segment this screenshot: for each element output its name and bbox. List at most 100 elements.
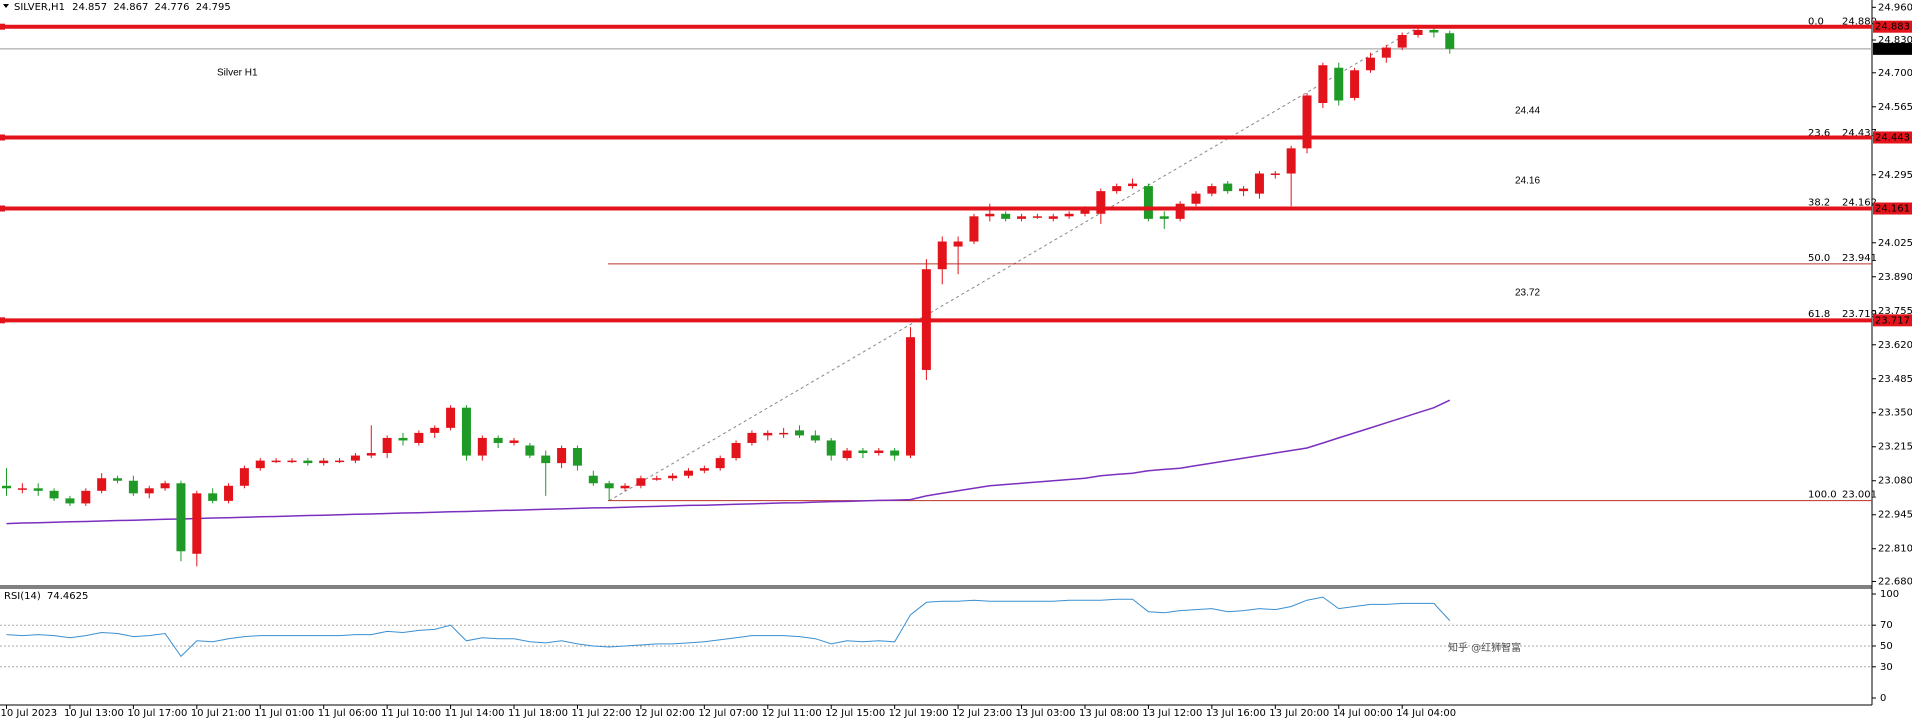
header-high: 24.867 [113, 2, 148, 13]
candle-body [319, 460, 329, 464]
header-low: 24.776 [155, 2, 190, 13]
x-tick-label: 12 Jul 11:00 [762, 708, 822, 719]
candle-body [461, 407, 471, 456]
candle-body [271, 460, 281, 463]
candle-body [1334, 67, 1344, 101]
candle-body [493, 437, 503, 443]
fib-price-label: 24.437 [1842, 128, 1877, 139]
y-tick-label: 23.890 [1878, 272, 1912, 283]
candle-body [715, 458, 725, 469]
candle-body [335, 460, 345, 463]
candle-body [255, 460, 265, 469]
x-tick-label: 13 Jul 16:00 [1206, 708, 1266, 719]
candle-body [1017, 216, 1027, 219]
fib-price-label: 23.719 [1842, 309, 1877, 320]
y-tick-label: 24.700 [1878, 68, 1912, 79]
candle-body [763, 432, 773, 436]
header-close: 24.795 [196, 2, 231, 13]
candle-body [144, 488, 154, 494]
candle-body [1223, 183, 1233, 192]
annotation: 24.16 [1515, 176, 1540, 187]
fib-ratio-label: 38.2 [1808, 197, 1830, 208]
candle-body [287, 460, 297, 463]
watermark: 知乎 @红狮智富 [1448, 641, 1521, 654]
candle-body [1350, 70, 1360, 98]
candle-body [937, 241, 947, 270]
rsi-y-tick-label: 70 [1880, 620, 1893, 631]
candle-body [969, 216, 979, 242]
fib-price-label: 24.880 [1842, 16, 1877, 27]
candle-body [224, 485, 234, 501]
x-tick-label: 11 Jul 10:00 [381, 708, 441, 719]
rsi-y-tick-label: 0 [1880, 693, 1886, 704]
candle-body [1286, 148, 1296, 174]
x-tick-label: 13 Jul 03:00 [1016, 708, 1076, 719]
candle-body [636, 478, 646, 486]
candle-body [509, 440, 519, 443]
candle-body [128, 480, 138, 494]
x-tick-label: 11 Jul 06:00 [318, 708, 378, 719]
candle-body [477, 437, 487, 456]
candle-body [1048, 216, 1058, 219]
x-tick-label: 13 Jul 20:00 [1269, 708, 1329, 719]
level-handle [0, 134, 5, 141]
x-tick-label: 12 Jul 07:00 [698, 708, 758, 719]
fib-ratio-label: 50.0 [1808, 253, 1830, 264]
candle-body [779, 432, 789, 435]
candle-body [65, 498, 75, 504]
candle-body [1397, 35, 1407, 48]
annotation: Silver H1 [217, 68, 258, 79]
fib-ratio-label: 100.0 [1808, 490, 1837, 501]
candle-body [303, 460, 313, 464]
candle-body [557, 448, 567, 464]
x-tick-label: 11 Jul 01:00 [254, 708, 314, 719]
y-tick-label: 23.620 [1878, 340, 1912, 351]
x-tick-label: 12 Jul 15:00 [825, 708, 885, 719]
level-price-label: 24.161 [1875, 204, 1910, 215]
level-price-label: 23.717 [1875, 315, 1910, 326]
candle-body [1270, 173, 1280, 176]
x-tick-label: 10 Jul 17:00 [127, 708, 187, 719]
rsi-name: RSI(14) [4, 591, 41, 602]
annotation: 24.44 [1515, 106, 1540, 117]
candle-body [874, 450, 884, 454]
candle-body [1413, 29, 1423, 36]
y-tick-label: 24.830 [1878, 35, 1912, 46]
candle-body [192, 493, 202, 554]
y-tick-label: 22.810 [1878, 544, 1912, 555]
candle-body [731, 442, 741, 459]
candle-body [1112, 186, 1122, 192]
y-tick-label: 23.215 [1878, 442, 1912, 453]
y-tick-label: 24.295 [1878, 170, 1912, 181]
x-tick-label: 13 Jul 12:00 [1142, 708, 1202, 719]
candle-body [1318, 65, 1328, 103]
candle-body [1429, 29, 1439, 33]
rsi-header: RSI(14) 74.4625 [4, 591, 88, 602]
candle-body [1254, 173, 1264, 194]
price-label: 24.795 [1875, 44, 1910, 55]
fib-price-label: 24.162 [1842, 197, 1877, 208]
candle-body [906, 337, 916, 456]
candle-body [49, 490, 59, 499]
x-tick-label: 11 Jul 14:00 [445, 708, 505, 719]
symbol: SILVER,H1 [14, 2, 65, 13]
x-tick-label: 14 Jul 04:00 [1396, 708, 1456, 719]
candle-body [747, 432, 757, 443]
candle-body [1096, 191, 1106, 214]
candle-body [239, 468, 249, 486]
level-price-box [1873, 20, 1912, 33]
candle-body [33, 488, 43, 491]
fib-price-label: 23.001 [1842, 490, 1877, 501]
header: SILVER,H1 24.857 24.867 24.776 24.795 [14, 2, 231, 13]
candle-body [890, 450, 900, 456]
level-handle [0, 317, 5, 324]
rsi-line [6, 596, 1451, 658]
y-tick-label: 22.680 [1878, 576, 1912, 587]
rsi-y-tick-label: 100 [1880, 589, 1899, 600]
candle-body [683, 470, 693, 476]
candle-body [382, 437, 392, 454]
candle-body [604, 483, 614, 489]
candle-body [2, 485, 11, 489]
